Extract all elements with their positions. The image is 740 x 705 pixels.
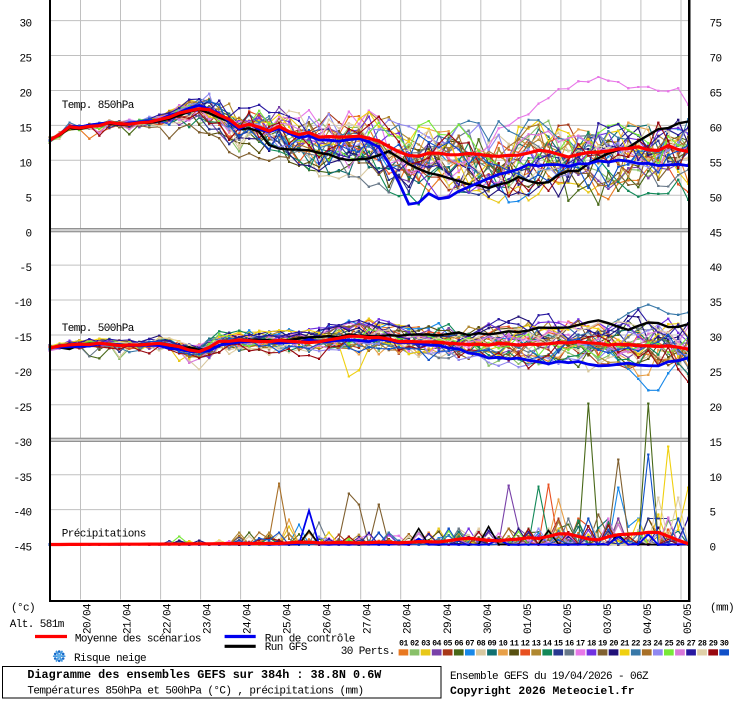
svg-text:-30: -30 [13,438,31,450]
svg-text:(mm): (mm) [710,603,734,615]
svg-text:22/04: 22/04 [163,603,175,634]
svg-text:25/04: 25/04 [283,603,295,634]
svg-text:11: 11 [510,639,519,648]
svg-text:18: 18 [587,639,596,648]
svg-text:02: 02 [410,639,419,648]
svg-text:09: 09 [487,639,496,648]
svg-text:30: 30 [19,19,31,31]
svg-text:23/04: 23/04 [203,603,215,634]
svg-text:Run GFS: Run GFS [265,642,308,654]
svg-text:Alt. 581m: Alt. 581m [10,619,65,631]
svg-text:21: 21 [620,639,629,648]
svg-text:0: 0 [25,228,31,240]
svg-text:04: 04 [432,639,441,648]
svg-text:01/05: 01/05 [523,604,535,634]
svg-text:27/04: 27/04 [363,603,375,634]
svg-text:35: 35 [710,298,722,310]
svg-text:24/04: 24/04 [243,603,255,634]
svg-text:45: 45 [710,228,722,240]
svg-text:06: 06 [454,639,463,648]
svg-text:21/04: 21/04 [123,603,135,634]
svg-text:0: 0 [710,543,716,555]
svg-text:25: 25 [19,54,31,66]
svg-text:Run de contrôle: Run de contrôle [265,634,355,646]
svg-text:01: 01 [399,639,408,648]
svg-text:04/05: 04/05 [643,604,655,634]
svg-text:27: 27 [687,639,696,648]
svg-text:29/04: 29/04 [443,603,455,634]
svg-text:10: 10 [710,473,722,485]
svg-text:20: 20 [710,403,722,415]
svg-text:28: 28 [698,639,707,648]
svg-text:5: 5 [25,193,31,205]
svg-text:5: 5 [710,508,716,520]
svg-text:40: 40 [710,263,722,275]
svg-text:-25: -25 [13,403,31,415]
svg-text:-5: -5 [19,263,31,275]
svg-text:16: 16 [565,639,574,648]
svg-text:22: 22 [631,639,640,648]
svg-text:03: 03 [421,639,430,648]
svg-text:03/05: 03/05 [603,604,615,634]
svg-text:10: 10 [19,158,31,170]
svg-text:23: 23 [642,639,651,648]
svg-text:75: 75 [710,19,722,31]
svg-text:02/05: 02/05 [563,604,575,634]
svg-text:15: 15 [554,639,563,648]
svg-text:08: 08 [476,639,485,648]
svg-text:20/04: 20/04 [83,603,95,634]
svg-text:30: 30 [710,333,722,345]
svg-text:07: 07 [465,639,474,648]
svg-text:60: 60 [710,124,722,136]
svg-text:15: 15 [19,124,31,136]
svg-text:30/04: 30/04 [483,603,495,634]
svg-text:65: 65 [710,89,722,101]
svg-text:05: 05 [443,639,452,648]
svg-text:12: 12 [521,639,530,648]
svg-text:70: 70 [710,54,722,66]
svg-text:-20: -20 [13,368,31,380]
svg-text:Diagramme des ensembles GEFS s: Diagramme des ensembles GEFS sur 384h : … [27,668,382,682]
svg-text:-40: -40 [13,508,31,520]
svg-text:30 Perts.: 30 Perts. [341,646,395,658]
svg-text:55: 55 [710,158,722,170]
svg-text:29: 29 [709,639,718,648]
svg-text:(°c): (°c) [11,603,35,615]
svg-text:-45: -45 [13,543,31,555]
svg-text:25: 25 [664,639,673,648]
svg-text:14: 14 [543,639,552,648]
svg-text:Moyenne des scénarios: Moyenne des scénarios [75,634,201,646]
svg-text:Temp. 850hPa: Temp. 850hPa [62,100,135,112]
svg-text:25: 25 [710,368,722,380]
svg-text:20: 20 [609,639,618,648]
svg-text:Températures 850hPa et 500hPa: Températures 850hPa et 500hPa (°C) , pré… [27,686,363,698]
svg-text:30: 30 [720,639,729,648]
svg-text:19: 19 [598,639,607,648]
svg-text:17: 17 [576,639,585,648]
svg-text:Risque neige: Risque neige [74,653,146,665]
svg-text:26: 26 [676,639,685,648]
svg-text:10: 10 [499,639,508,648]
svg-text:24: 24 [653,639,662,648]
svg-text:Précipitations: Précipitations [62,529,146,541]
svg-text:50: 50 [710,193,722,205]
svg-text:05/05: 05/05 [683,604,695,634]
svg-text:26/04: 26/04 [323,603,335,634]
svg-text:20: 20 [19,89,31,101]
svg-text:28/04: 28/04 [403,603,415,634]
svg-text:Ensemble GEFS du 19/04/2026 -: Ensemble GEFS du 19/04/2026 - 06Z [450,671,649,683]
svg-text:-10: -10 [13,298,31,310]
svg-text:13: 13 [532,639,541,648]
svg-text:-35: -35 [13,473,31,485]
svg-text:Copyright 2026 Meteociel.fr: Copyright 2026 Meteociel.fr [450,686,635,698]
svg-text:15: 15 [710,438,722,450]
svg-text:-15: -15 [13,333,31,345]
svg-text:Temp. 500hPa: Temp. 500hPa [62,323,135,335]
